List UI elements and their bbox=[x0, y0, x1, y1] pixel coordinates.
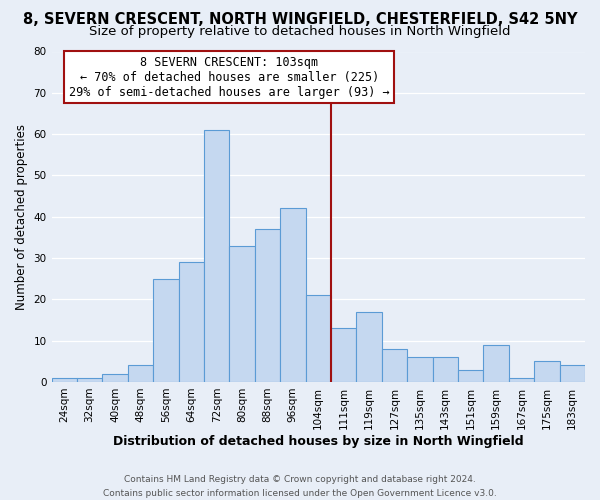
Bar bbox=[458, 370, 484, 382]
Bar bbox=[382, 349, 407, 382]
Bar bbox=[280, 208, 305, 382]
Text: Size of property relative to detached houses in North Wingfield: Size of property relative to detached ho… bbox=[89, 25, 511, 38]
Bar bbox=[204, 130, 229, 382]
Bar bbox=[509, 378, 534, 382]
Bar bbox=[179, 262, 204, 382]
Bar bbox=[534, 362, 560, 382]
Bar bbox=[128, 366, 153, 382]
Bar bbox=[407, 357, 433, 382]
Bar bbox=[305, 295, 331, 382]
Bar bbox=[153, 278, 179, 382]
Text: Contains HM Land Registry data © Crown copyright and database right 2024.
Contai: Contains HM Land Registry data © Crown c… bbox=[103, 476, 497, 498]
Bar bbox=[229, 246, 255, 382]
Text: 8, SEVERN CRESCENT, NORTH WINGFIELD, CHESTERFIELD, S42 5NY: 8, SEVERN CRESCENT, NORTH WINGFIELD, CHE… bbox=[23, 12, 577, 28]
Bar bbox=[331, 328, 356, 382]
Bar bbox=[433, 357, 458, 382]
Bar bbox=[103, 374, 128, 382]
Bar bbox=[560, 366, 585, 382]
Bar bbox=[484, 345, 509, 382]
Bar bbox=[52, 378, 77, 382]
Text: 8 SEVERN CRESCENT: 103sqm
← 70% of detached houses are smaller (225)
29% of semi: 8 SEVERN CRESCENT: 103sqm ← 70% of detac… bbox=[69, 56, 389, 98]
Bar bbox=[255, 229, 280, 382]
Bar bbox=[356, 312, 382, 382]
X-axis label: Distribution of detached houses by size in North Wingfield: Distribution of detached houses by size … bbox=[113, 434, 524, 448]
Y-axis label: Number of detached properties: Number of detached properties bbox=[15, 124, 28, 310]
Bar bbox=[77, 378, 103, 382]
